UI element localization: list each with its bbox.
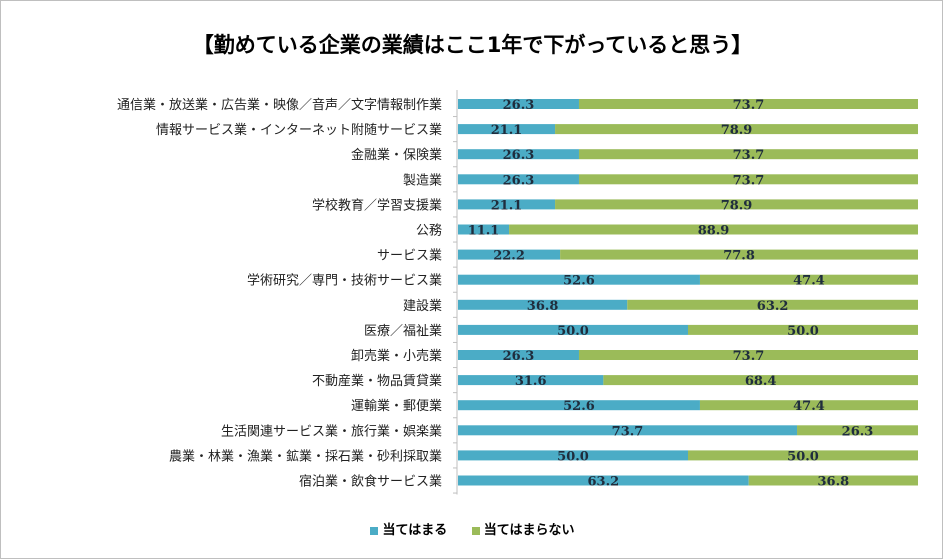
bar-segment-yes — [458, 299, 628, 310]
data-label: 63.2 — [588, 475, 620, 490]
data-label: 73.7 — [733, 173, 765, 188]
category-label: 公務 — [416, 224, 442, 239]
bar-segment-yes — [458, 249, 561, 260]
bar-segment-no — [555, 199, 918, 210]
data-label: 88.9 — [698, 224, 730, 239]
data-label: 50.0 — [557, 324, 589, 339]
data-label: 50.0 — [787, 324, 819, 339]
bar-segment-yes — [458, 425, 798, 436]
bar-segment-yes — [458, 149, 579, 160]
category-label: 建設業 — [403, 298, 442, 314]
category-label: 医療／福祉業 — [364, 323, 442, 339]
data-label: 52.6 — [563, 399, 595, 414]
bar-segment-yes — [458, 400, 700, 411]
data-label: 26.3 — [503, 349, 535, 364]
bar-segment-no — [699, 274, 918, 285]
legend-swatch — [370, 526, 379, 535]
bar-segment-no — [578, 350, 918, 360]
data-label: 78.9 — [721, 198, 753, 213]
data-label: 63.2 — [757, 299, 789, 314]
category-label: 学術研究／専門・技術サービス業 — [247, 273, 442, 289]
category-label: 製造業 — [403, 172, 442, 188]
data-label: 21.1 — [491, 198, 523, 213]
category-label: 運輸業・郵便業 — [351, 398, 442, 414]
data-label: 26.3 — [503, 148, 535, 163]
bar-segment-no — [578, 149, 918, 160]
category-label: 金融業・保険業 — [351, 147, 442, 163]
bar-segment-no — [555, 124, 918, 135]
data-label: 26.3 — [842, 424, 874, 439]
legend-item-1: 当てはまらない — [471, 519, 575, 538]
data-label: 11.1 — [468, 224, 500, 239]
bar-segment-yes — [458, 450, 688, 461]
data-label: 50.0 — [787, 449, 819, 464]
category-label: 学校教育／学習支援業 — [312, 197, 442, 213]
data-label: 78.9 — [721, 123, 753, 138]
bar-segment-no — [578, 174, 918, 185]
category-label: 情報サービス業・インターネット附随サービス業 — [156, 122, 442, 138]
bar-segment-yes — [458, 475, 749, 486]
category-label: 生活関連サービス業・旅行業・娯楽業 — [221, 423, 442, 439]
category-label: サービス業 — [377, 248, 442, 264]
legend-swatch — [471, 526, 480, 535]
legend-label: 当てはまらない — [483, 523, 575, 538]
category-label: 通信業・放送業・広告業・映像／音声／文字情報制作業 — [117, 97, 442, 113]
data-label: 50.0 — [557, 449, 589, 464]
bar-segment-yes — [458, 324, 688, 335]
bar-segment-no — [578, 99, 918, 109]
category-label: 農業・林業・漁業・鉱業・採石業・砂利採取業 — [169, 448, 442, 464]
bar-segment-no — [797, 425, 918, 436]
bar-segment-yes — [458, 224, 510, 235]
chart-title: 【勤めている企業の業績はここ1年で下がっていると思う】 — [192, 33, 753, 57]
bar-segment-yes — [458, 199, 556, 210]
bar-segment-yes — [458, 174, 579, 185]
category-label: 不動産業・物品賃貸業 — [312, 373, 442, 389]
data-label: 73.7 — [733, 148, 765, 163]
data-label: 47.4 — [793, 399, 825, 414]
data-label: 47.4 — [793, 274, 825, 289]
bar-segment-no — [688, 450, 918, 461]
bar-segment-no — [509, 224, 918, 235]
data-label: 26.3 — [503, 98, 535, 113]
bar-segment-no — [688, 324, 918, 335]
data-label: 21.1 — [491, 123, 523, 138]
bar-segment-yes — [458, 99, 579, 109]
category-label: 宿泊業・飲食サービス業 — [299, 474, 442, 490]
bar-segment-yes — [458, 350, 579, 360]
data-label: 36.8 — [527, 299, 559, 314]
legend: 当てはまる 当てはまらない — [1, 519, 942, 538]
data-label: 26.3 — [503, 173, 535, 188]
data-label: 77.8 — [723, 249, 755, 264]
data-label: 73.7 — [733, 349, 765, 364]
bar-segment-no — [560, 249, 918, 260]
category-label: 卸売業・小売業 — [351, 348, 442, 364]
bar-segment-no — [699, 400, 918, 411]
bar-segment-yes — [458, 124, 556, 135]
data-label: 73.7 — [612, 424, 644, 439]
bar-segment-yes — [458, 375, 604, 386]
data-label: 36.8 — [818, 475, 850, 490]
bar-segment-no — [603, 375, 918, 386]
data-label: 22.2 — [493, 249, 525, 264]
data-label: 52.6 — [563, 274, 595, 289]
data-label: 73.7 — [733, 98, 765, 113]
legend-item-0: 当てはまる — [370, 519, 447, 538]
bar-segment-no — [627, 299, 918, 310]
data-label: 31.6 — [515, 374, 547, 389]
legend-label: 当てはまる — [382, 523, 448, 538]
data-label: 68.4 — [745, 374, 777, 389]
bar-segment-yes — [458, 274, 700, 285]
bar-segment-no — [748, 475, 918, 486]
